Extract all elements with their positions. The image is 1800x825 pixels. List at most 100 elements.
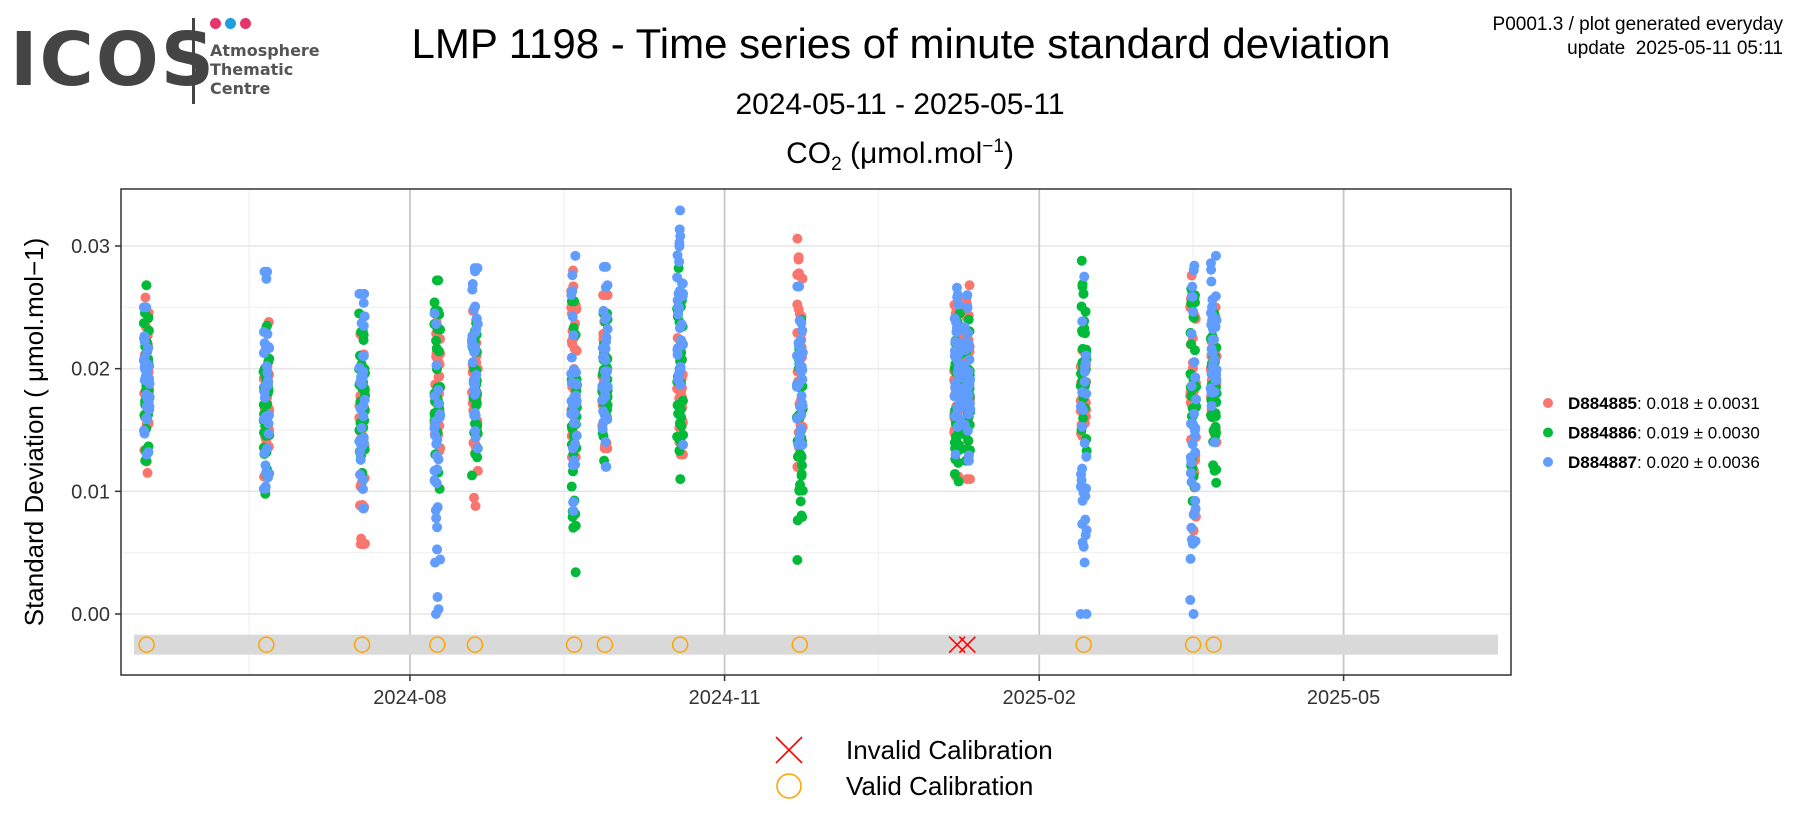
data-point — [432, 544, 443, 555]
data-point — [1210, 250, 1221, 261]
legend-label: D884887: 0.020 ± 0.0036 — [1568, 453, 1760, 472]
data-point — [1077, 421, 1088, 432]
data-point — [263, 428, 274, 439]
data-point — [470, 432, 481, 443]
data-point — [1079, 366, 1090, 377]
data-point — [963, 314, 974, 325]
data-point — [431, 439, 442, 450]
data-point — [358, 297, 369, 308]
data-point — [568, 497, 579, 508]
data-point — [357, 484, 368, 495]
data-point — [674, 302, 685, 313]
data-point — [571, 395, 582, 406]
data-point — [1187, 439, 1198, 450]
data-point — [1079, 376, 1090, 387]
data-point — [567, 286, 578, 297]
data-point — [964, 280, 975, 291]
data-point — [792, 233, 803, 244]
valid-calibration-marker — [429, 636, 446, 653]
data-point — [432, 591, 443, 602]
plot-panel — [121, 189, 1511, 675]
data-point — [264, 468, 275, 479]
data-point — [793, 337, 804, 348]
data-point — [600, 282, 611, 293]
data-point — [472, 443, 483, 454]
data-point — [1189, 357, 1200, 368]
data-point — [472, 318, 483, 329]
data-point — [962, 474, 973, 485]
data-point — [1211, 477, 1222, 488]
data-point — [795, 496, 806, 507]
y-axis-title: Standard Deviation ( μmol.mol−1) — [19, 238, 49, 627]
data-point — [139, 352, 150, 363]
data-point — [952, 354, 963, 365]
data-point — [1186, 328, 1197, 339]
data-point — [468, 304, 479, 315]
valid-calibration-marker — [466, 636, 484, 653]
data-point — [962, 302, 973, 313]
meta-line-generated: P0001.3 / plot generated everyday — [1492, 14, 1783, 35]
data-point — [1207, 334, 1218, 345]
data-point — [791, 381, 802, 392]
data-point — [432, 464, 443, 475]
data-point — [674, 285, 685, 296]
data-point — [1080, 530, 1091, 541]
data-point — [262, 380, 273, 391]
valid-calibration-marker — [565, 636, 583, 653]
data-point — [675, 474, 686, 485]
data-point — [1076, 401, 1087, 412]
legend-series-stat: : 0.019 ± 0.0030 — [1637, 424, 1760, 443]
data-point — [433, 398, 444, 409]
data-point — [358, 539, 369, 550]
data-point — [433, 454, 444, 465]
data-point — [431, 318, 442, 329]
data-point — [139, 363, 150, 374]
data-point — [467, 357, 478, 368]
legend-key-D884885 — [1543, 398, 1553, 408]
data-point — [466, 470, 477, 481]
data-point — [141, 401, 152, 412]
data-point — [952, 289, 963, 300]
data-point — [569, 408, 580, 419]
data-point — [1077, 463, 1088, 474]
panel-gas-subscript: 2 — [831, 154, 842, 175]
data-point — [431, 478, 442, 489]
data-point — [950, 382, 961, 393]
data-point — [466, 336, 477, 347]
data-point — [951, 326, 962, 337]
data-point — [467, 284, 478, 295]
data-point — [260, 483, 271, 494]
data-point — [794, 401, 805, 412]
data-point — [358, 350, 369, 361]
data-point — [796, 460, 807, 471]
data-point — [797, 439, 808, 450]
data-point — [792, 269, 803, 280]
meta-line-update: update 2025-05-11 05:11 — [1567, 38, 1783, 59]
data-point — [674, 256, 685, 267]
data-point — [568, 456, 579, 467]
data-point — [1076, 255, 1087, 266]
data-point — [1078, 541, 1089, 552]
data-point — [602, 290, 613, 301]
data-point — [676, 278, 687, 289]
data-point — [1209, 465, 1220, 476]
data-point — [470, 345, 481, 356]
data-point — [568, 418, 579, 429]
data-point — [963, 328, 974, 339]
data-point — [1188, 265, 1199, 276]
data-point — [138, 318, 149, 329]
data-point — [597, 423, 608, 434]
calibration-band — [134, 634, 1498, 655]
data-point — [569, 439, 580, 450]
data-point — [1187, 291, 1198, 302]
data-point — [1206, 264, 1217, 275]
data-point — [566, 352, 577, 363]
data-point — [950, 449, 961, 460]
data-point — [571, 367, 582, 378]
data-point — [430, 557, 441, 568]
data-point — [796, 350, 807, 361]
legend-series-stat: : 0.020 ± 0.0036 — [1637, 453, 1760, 472]
data-point — [1188, 306, 1199, 317]
data-point — [358, 411, 369, 422]
